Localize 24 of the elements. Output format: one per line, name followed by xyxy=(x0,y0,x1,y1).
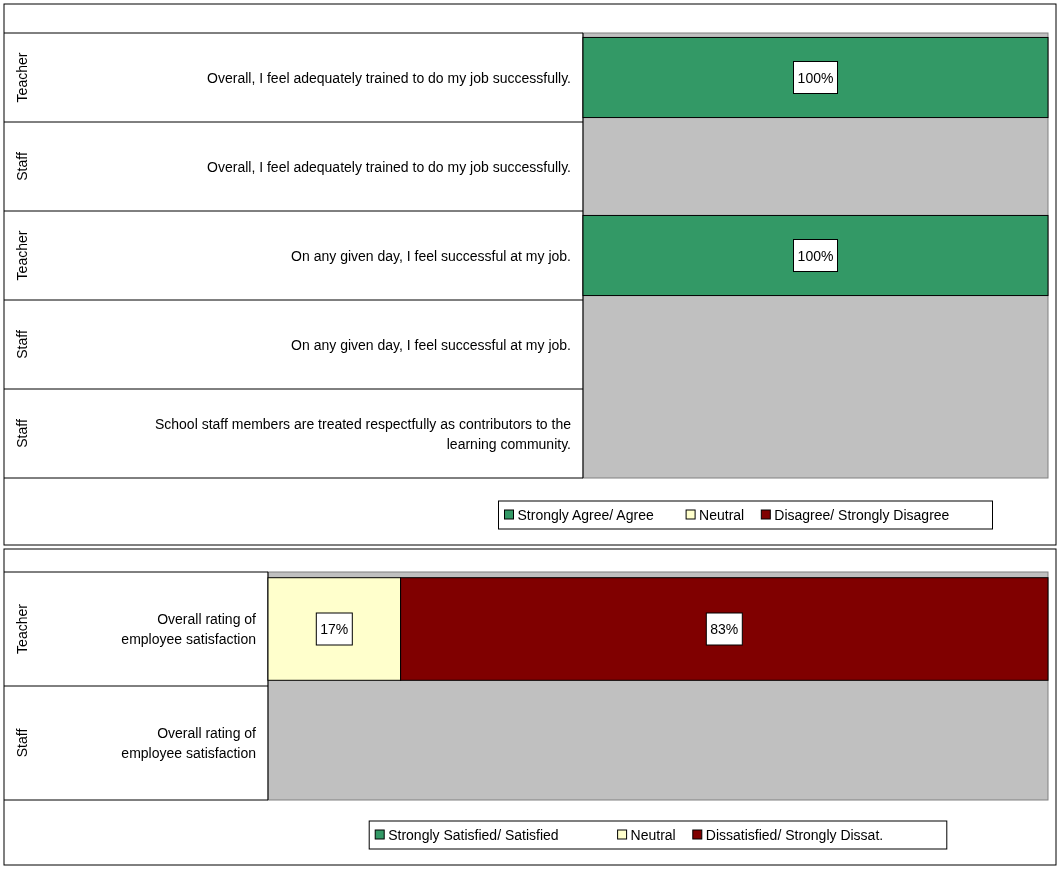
y-tick-label: Overall rating of employee satisfaction xyxy=(121,725,257,761)
text: Teacher xyxy=(14,52,30,103)
text: Staff xyxy=(14,419,30,448)
data-label: 100% xyxy=(797,247,834,264)
legend-label: Neutral xyxy=(699,507,745,523)
data-label: 100% xyxy=(797,69,834,86)
text: Staff xyxy=(14,152,30,181)
text: Teacher xyxy=(14,230,30,281)
legend-label: Strongly Satisfied/ Satisfied xyxy=(388,827,559,843)
text: Staff xyxy=(14,728,30,758)
data-label: 17% xyxy=(320,621,349,637)
y-tick-label: Overall, I feel adequately trained to do my job successfully. xyxy=(207,158,571,175)
y-tick-label: On any given day, I feel successful at my job. xyxy=(291,247,571,264)
text: Staff xyxy=(14,330,30,359)
y-tick-label: School staff members are treated respectfully as contributors to the learning community. xyxy=(154,415,572,452)
y-tick-label: On any given day, I feel successful at my job. xyxy=(291,336,571,353)
legend-label: Disagree/ Strongly Disagree xyxy=(774,507,950,523)
y-tick-label: Overall, I feel adequately trained to do my job successfully. xyxy=(207,69,571,86)
legend-label: Strongly Agree/ Agree xyxy=(517,507,654,523)
data-label: 83% xyxy=(710,621,739,637)
y-tick-label: Overall rating of employee satisfaction xyxy=(121,611,257,647)
legend-label: Neutral xyxy=(630,827,676,843)
text: Teacher xyxy=(14,603,30,654)
legend-label: Dissatisfied/ Strongly Dissat. xyxy=(705,827,884,843)
